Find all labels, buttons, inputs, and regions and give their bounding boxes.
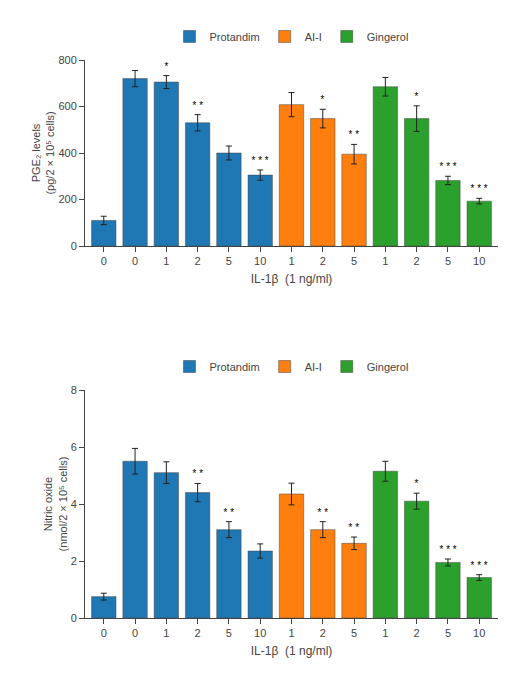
svg-text:5: 5 (351, 627, 357, 639)
svg-text:2: 2 (414, 255, 420, 267)
svg-text:0: 0 (101, 627, 107, 639)
svg-text:4: 4 (71, 498, 77, 510)
svg-text:1: 1 (288, 627, 294, 639)
svg-text:* * *: * * * (439, 544, 457, 555)
svg-text:10: 10 (473, 627, 485, 639)
svg-text:2: 2 (414, 627, 420, 639)
svg-text:0: 0 (132, 627, 138, 639)
svg-text:5: 5 (226, 255, 232, 267)
svg-text:0: 0 (132, 255, 138, 267)
svg-text:IL-1β (1 ng/ml): IL-1β (1 ng/ml) (251, 644, 333, 658)
svg-text:Protandim: Protandim (210, 31, 260, 43)
svg-text:2: 2 (320, 255, 326, 267)
svg-text:IL-1β (1 ng/ml): IL-1β (1 ng/ml) (251, 272, 333, 286)
svg-text:* *: * * (192, 468, 204, 479)
svg-text:6: 6 (71, 441, 77, 453)
svg-text:2: 2 (71, 555, 77, 567)
svg-text:8: 8 (71, 384, 77, 396)
svg-text:2: 2 (195, 627, 201, 639)
svg-text:Nitric oxide(nmol/2 × 10⁵ cell: Nitric oxide(nmol/2 × 10⁵ cells) (42, 457, 68, 552)
svg-text:Gingerol: Gingerol (367, 361, 409, 373)
svg-text:1: 1 (288, 255, 294, 267)
svg-text:200: 200 (58, 193, 76, 205)
svg-text:*: * (164, 61, 169, 72)
svg-text:* * *: * * * (470, 183, 488, 194)
svg-text:*: * (414, 478, 419, 489)
svg-text:* *: * * (348, 522, 360, 533)
svg-text:10: 10 (473, 255, 485, 267)
svg-text:5: 5 (226, 627, 232, 639)
svg-text:0: 0 (71, 612, 77, 624)
svg-text:AI-I: AI-I (305, 361, 322, 373)
svg-text:1: 1 (163, 255, 169, 267)
svg-text:AI-I: AI-I (305, 31, 322, 43)
svg-text:600: 600 (58, 100, 76, 112)
svg-text:800: 800 (58, 54, 76, 66)
svg-text:* * *: * * * (439, 161, 457, 172)
svg-text:Protandim: Protandim (210, 361, 260, 373)
svg-text:1: 1 (382, 255, 388, 267)
svg-text:0: 0 (101, 255, 107, 267)
svg-text:PGE₂ levels(pg/2 × 10⁵ cells): PGE₂ levels(pg/2 × 10⁵ cells) (30, 111, 56, 194)
svg-text:5: 5 (445, 627, 451, 639)
svg-text:1: 1 (163, 627, 169, 639)
svg-text:1: 1 (382, 627, 388, 639)
svg-text:400: 400 (58, 147, 76, 159)
svg-text:* *: * * (192, 100, 204, 111)
svg-text:2: 2 (195, 255, 201, 267)
svg-text:10: 10 (254, 627, 266, 639)
svg-text:2: 2 (320, 627, 326, 639)
svg-text:* *: * * (223, 507, 235, 518)
svg-text:* * *: * * * (251, 155, 269, 166)
svg-text:5: 5 (351, 255, 357, 267)
svg-text:* * *: * * * (470, 560, 488, 571)
svg-text:5: 5 (445, 255, 451, 267)
svg-text:10: 10 (254, 255, 266, 267)
svg-text:*: * (320, 94, 325, 105)
svg-text:Gingerol: Gingerol (367, 31, 409, 43)
svg-text:*: * (414, 91, 419, 102)
svg-text:0: 0 (71, 240, 77, 252)
svg-text:* *: * * (348, 129, 360, 140)
svg-text:* *: * * (317, 507, 329, 518)
